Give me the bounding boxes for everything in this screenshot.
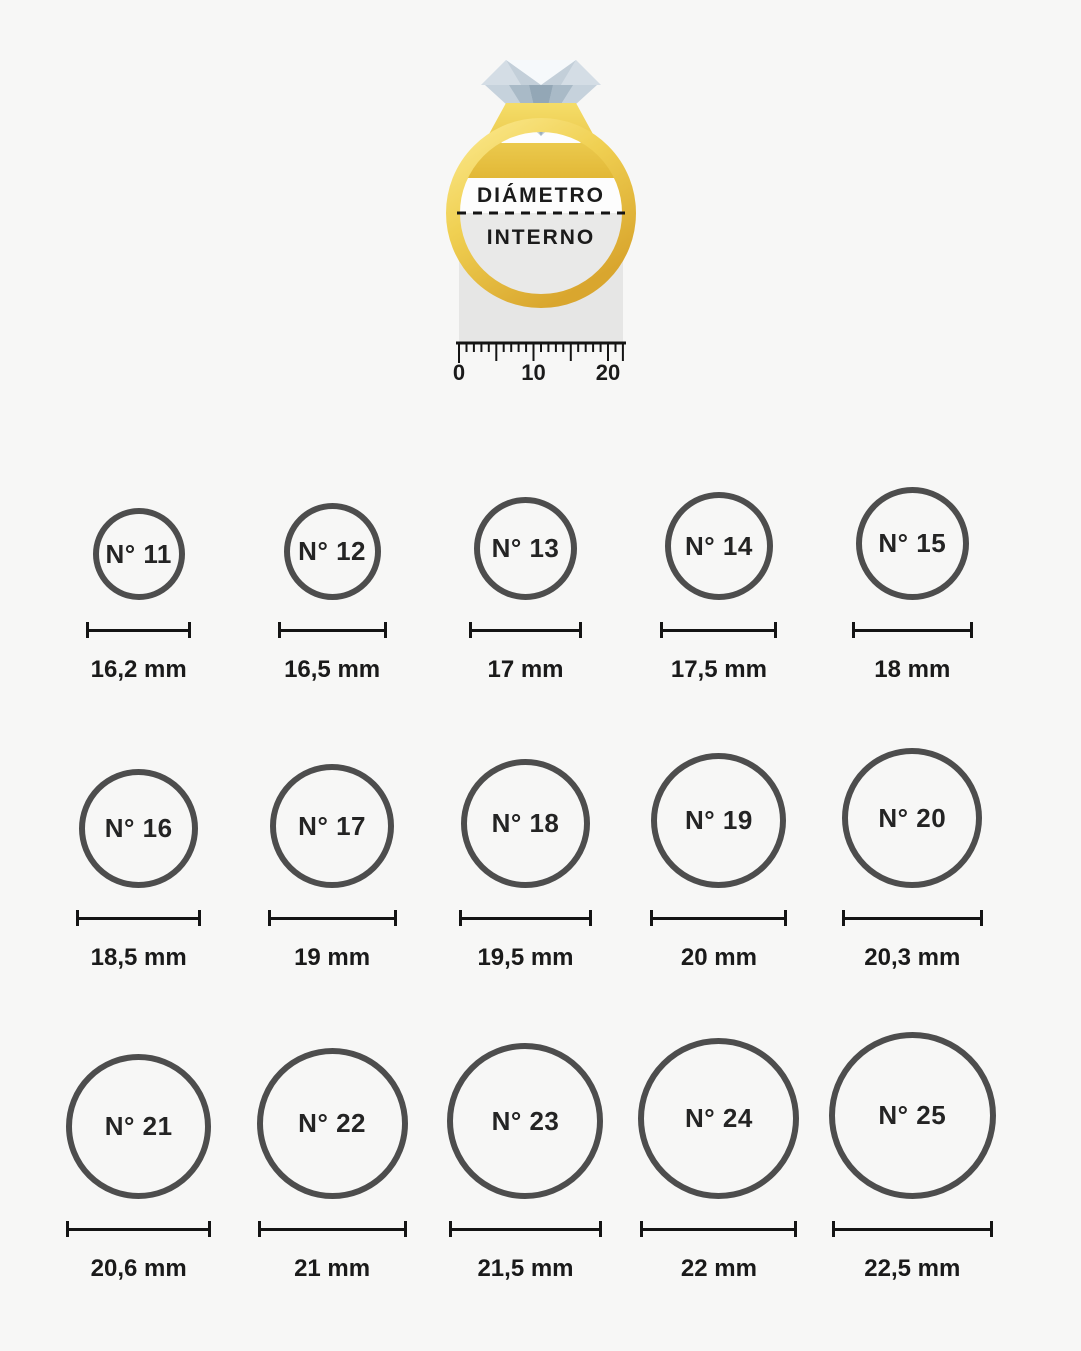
size-number: N° 15 (878, 528, 947, 558)
ring-band (445, 118, 636, 308)
diamond-ring-icon: DIÁMETRO INTERNO 0 10 20 (445, 60, 636, 385)
diameter-value: 16,5 mm (284, 656, 381, 683)
size-number: N° 13 (491, 533, 560, 563)
ring-circle: N° 11 (92, 508, 185, 600)
sizes-row-3: N° 21 20,6 mm N° 22 21 mm N° 23 21,5 mm … (0, 1019, 1081, 1283)
diameter-measure-line (448, 1221, 602, 1237)
ring-inner-lower-half (458, 213, 623, 295)
diameter-value: 21 mm (294, 1255, 371, 1282)
ring-size-cell-18: N° 18 19,5 mm (429, 738, 622, 972)
diameter-value: 19,5 mm (477, 944, 574, 971)
ruler-tick-0: 0 (452, 360, 464, 385)
size-number: N° 21 (104, 1111, 173, 1141)
diameter-value: 20,6 mm (90, 1255, 187, 1282)
diameter-value: 21,5 mm (477, 1255, 574, 1282)
ruler-tick-20: 20 (595, 360, 619, 385)
diameter-measure-line (66, 1221, 212, 1237)
ruler-tick-10: 10 (521, 360, 545, 385)
size-number: N° 16 (104, 813, 173, 843)
diameter-value: 22 mm (680, 1255, 757, 1282)
ring-circle: N° 21 (66, 1054, 212, 1199)
size-number: N° 11 (105, 538, 172, 569)
ring-size-cell-20: N° 20 20,3 mm (816, 738, 1009, 972)
diameter-measure-line (650, 910, 788, 926)
diameter-value: 20 mm (680, 944, 757, 971)
diameter-value: 18,5 mm (90, 944, 187, 971)
ring-size-cell-22: N° 22 21 mm (235, 1019, 428, 1283)
ring-circle: N° 23 (447, 1043, 604, 1199)
ring-illustration: DIÁMETRO INTERNO 0 10 20 (0, 0, 1081, 393)
ring-mount (464, 103, 617, 178)
size-number: N° 14 (684, 530, 753, 561)
ring-size-cell-15: N° 15 18 mm (816, 480, 1009, 684)
sizes-row-1: N° 11 16,2 mm N° 12 16,5 mm N° 13 17 mm … (0, 480, 1081, 684)
ring-circle: N° 12 (283, 503, 381, 600)
diameter-measure-line (851, 622, 973, 638)
diameter-value: 18 mm (874, 656, 951, 683)
ring-circle: N° 13 (473, 497, 577, 600)
size-number: N° 12 (298, 536, 366, 566)
ring-size-cell-11: N° 11 16,2 mm (42, 480, 235, 684)
diameter-measure-line (257, 1221, 407, 1237)
ring-circle: N° 15 (855, 487, 969, 600)
diameter-value: 20,3 mm (864, 944, 961, 971)
diameter-label-bottom: INTERNO (486, 226, 595, 249)
size-number: N° 25 (878, 1100, 947, 1130)
size-number: N° 19 (684, 805, 753, 835)
ring-size-cell-14: N° 14 17,5 mm (622, 480, 815, 684)
ring-circle: N° 22 (256, 1048, 408, 1199)
diameter-measure-line (458, 910, 592, 926)
sizes-row-2: N° 16 18,5 mm N° 17 19 mm N° 18 19,5 mm … (0, 738, 1081, 972)
size-number: N° 17 (298, 810, 366, 841)
diamond-crown (480, 60, 601, 85)
ring-circle: N° 25 (828, 1032, 996, 1199)
ring-size-cell-25: N° 25 22,5 mm (816, 1019, 1009, 1283)
diameter-value: 17 mm (487, 656, 564, 683)
ring-size-cell-12: N° 12 16,5 mm (235, 480, 428, 684)
ring-circle: N° 18 (460, 759, 590, 888)
diameter-measure-line (277, 622, 387, 638)
diameter-measure-line (660, 622, 778, 638)
ring-size-cell-24: N° 24 22 mm (622, 1019, 815, 1283)
size-number: N° 18 (491, 808, 560, 838)
diameter-measure-line (76, 910, 202, 926)
diameter-value: 17,5 mm (670, 656, 767, 683)
ring-size-cell-17: N° 17 19 mm (235, 738, 428, 972)
diameter-measure-line (841, 910, 983, 926)
ring-circle: N° 16 (79, 769, 199, 888)
ring-circle: N° 17 (270, 764, 395, 888)
ring-circle: N° 19 (651, 753, 787, 888)
diameter-value: 22,5 mm (864, 1255, 961, 1282)
size-number: N° 23 (491, 1105, 560, 1136)
ring-circle: N° 20 (842, 748, 983, 888)
ring-size-cell-16: N° 16 18,5 mm (42, 738, 235, 972)
ring-size-cell-19: N° 19 20 mm (622, 738, 815, 972)
ring-circle: N° 24 (638, 1038, 800, 1199)
ring-circle: N° 14 (664, 492, 773, 600)
diameter-value: 19 mm (294, 944, 371, 971)
size-number: N° 24 (684, 1103, 753, 1133)
ring-size-cell-23: N° 23 21,5 mm (429, 1019, 622, 1283)
diameter-label-top: DIÁMETRO (477, 184, 605, 207)
diameter-measure-line (831, 1221, 993, 1237)
diameter-measure-line (267, 910, 397, 926)
ring-size-cell-21: N° 21 20,6 mm (42, 1019, 235, 1283)
size-number: N° 22 (298, 1108, 366, 1138)
diameter-measure-line (86, 622, 192, 638)
size-number: N° 20 (878, 802, 947, 833)
ring-size-cell-13: N° 13 17 mm (429, 480, 622, 684)
diameter-value: 16,2 mm (90, 656, 187, 683)
ruler: 0 10 20 (452, 341, 626, 385)
diameter-measure-line (468, 622, 582, 638)
diameter-measure-line (640, 1221, 798, 1237)
